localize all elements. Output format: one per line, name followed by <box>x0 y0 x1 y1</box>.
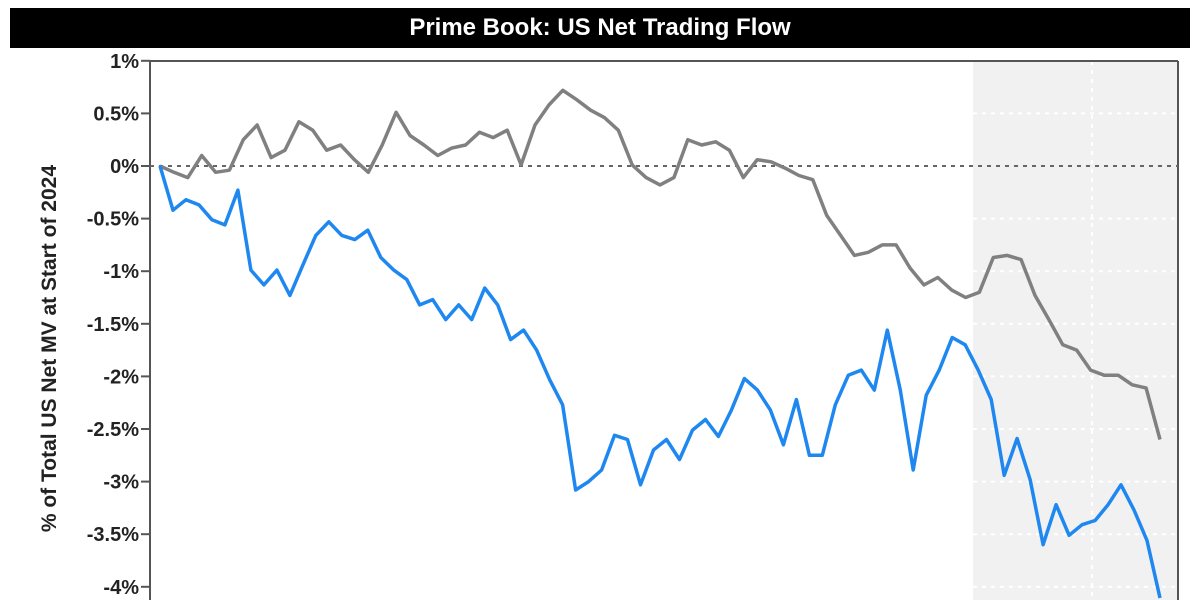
blue-series-line <box>158 165 1162 599</box>
shaded-region <box>973 61 1178 600</box>
y-tick-label: -4% <box>103 577 139 599</box>
y-tick-label: -2% <box>103 366 139 388</box>
y-tick-label: -1% <box>103 261 139 283</box>
y-tick-label: 0.5% <box>93 103 139 125</box>
y-tick-label: -1.5% <box>87 314 139 336</box>
y-axis-label: % of Total US Net MV at Start of 2024 <box>38 165 61 532</box>
y-tick-label: -0.5% <box>87 209 139 231</box>
y-tick-label: -3.5% <box>87 524 139 546</box>
y-tick-label: -3% <box>103 472 139 494</box>
y-tick-label: 1% <box>110 51 139 73</box>
y-tick-label: -2.5% <box>87 419 139 441</box>
gray-series-line <box>159 88 1162 440</box>
y-tick-label: 0% <box>110 156 139 178</box>
chart-title: Prime Book: US Net Trading Flow <box>10 8 1190 48</box>
